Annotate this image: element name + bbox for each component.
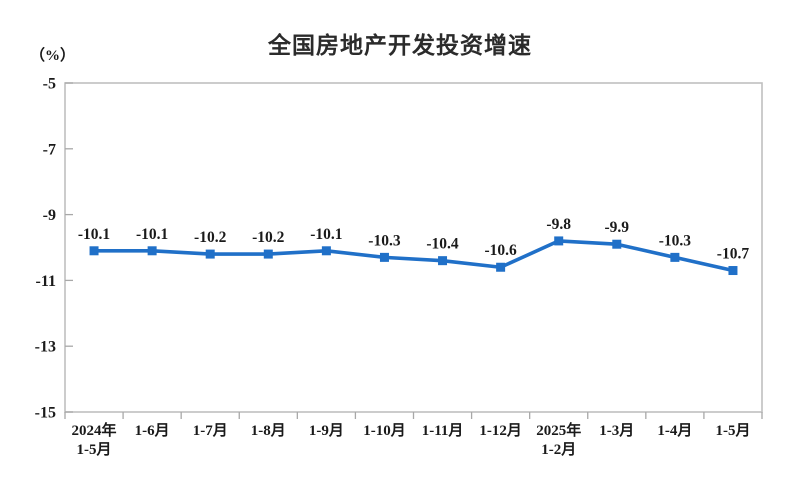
data-point-label: -10.3 [659,232,692,249]
data-point-marker [438,256,448,266]
data-point-label: -10.6 [484,242,517,259]
y-axis-tick-label: -13 [35,339,56,356]
plot-area-border [64,82,763,413]
data-point-label: -10.2 [252,229,285,246]
y-axis-tick-label: -7 [43,141,56,158]
x-axis-category-label: 1-6月 [135,422,170,439]
x-axis-category-label: 1-12月 [479,422,522,439]
data-point-marker [496,262,506,272]
series-line [94,239,734,273]
data-point-marker [147,246,157,256]
x-axis-category-label: 1-10月 [363,422,406,439]
data-point-marker [554,236,564,246]
chart-title: 全国房地产开发投资增速 [268,32,532,58]
x-axis-category-label: 1-9月 [309,422,344,439]
x-axis-category-label: 1-4月 [657,422,692,439]
x-axis-category-label: 1-11月 [422,422,464,439]
data-point-marker [670,252,680,262]
x-axis-category-label: 1-7月 [193,422,228,439]
x-axis-category-label: 1-8月 [251,422,286,439]
y-axis-tick-label: -5 [43,76,56,93]
x-axis-category-label: 2025年 1-2月 [536,421,581,458]
data-point-marker [379,252,389,262]
data-point-label: -10.1 [136,226,168,243]
y-axis-tick-label: -9 [43,207,56,224]
data-point-label: -10.1 [310,226,342,243]
y-axis-unit-label: （%） [30,48,76,64]
data-point-label: -10.1 [78,226,110,243]
x-axis-category-label: 1-3月 [599,422,634,439]
data-point-label: -9.8 [546,216,571,233]
data-point-label: -10.4 [426,236,459,253]
data-point-marker [728,266,738,276]
data-point-marker [89,246,99,256]
x-axis-category-label: 1-5月 [715,422,750,439]
data-point-label: -10.7 [717,246,750,263]
data-point-marker [263,249,273,259]
data-point-label: -10.3 [368,232,401,249]
data-point-label: -10.2 [194,229,227,246]
y-axis-tick-label: -11 [36,273,56,290]
data-point-marker [205,249,215,259]
data-point-label: -9.9 [605,219,630,236]
data-point-marker [321,246,331,256]
x-axis-category-label: 2024年 1-5月 [72,421,117,458]
data-point-marker [612,239,622,249]
y-axis-tick-label: -15 [35,405,56,422]
